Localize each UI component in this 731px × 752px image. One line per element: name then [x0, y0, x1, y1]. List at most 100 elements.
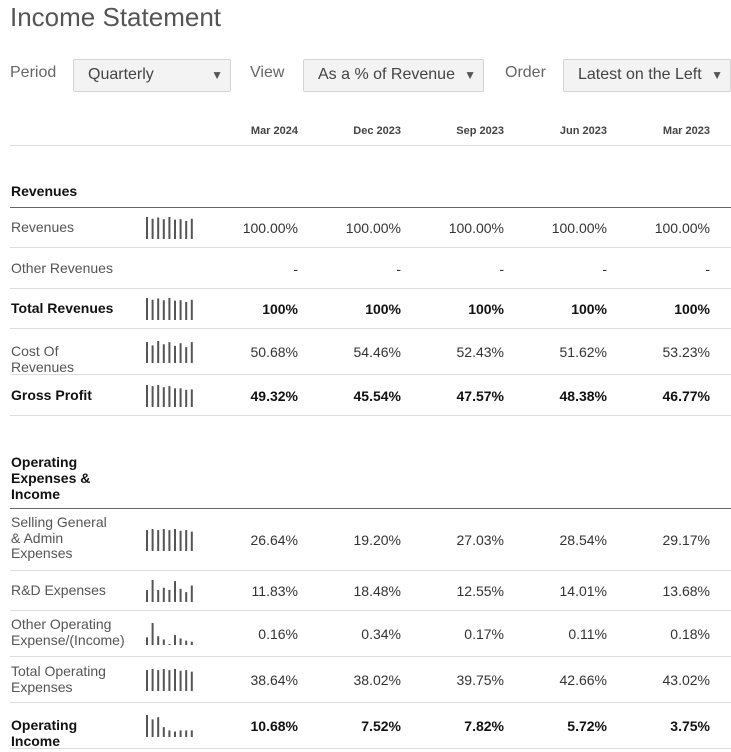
table-cell: 14.01%: [559, 583, 607, 599]
sparkline-bar: [179, 300, 182, 320]
sparkline-bar: [190, 218, 193, 239]
column-header[interactable]: Mar 2023: [662, 125, 710, 137]
table-cell: 43.02%: [662, 672, 710, 688]
table-row-cost-of-revenues: Cost Of Revenues 50.68% 54.46% 52.43% 51.62%…: [10, 329, 731, 375]
column-header[interactable]: Mar 2024: [250, 125, 298, 137]
table-cell: 49.32%: [250, 387, 298, 404]
table-cell: 42.66%: [559, 672, 607, 688]
row-label[interactable]: Total Operating Expenses: [11, 663, 106, 695]
sparkline-chart[interactable]: [146, 217, 196, 239]
sparkline-chart[interactable]: [146, 623, 196, 645]
table-cell: 52.43%: [456, 344, 504, 360]
table-cell: 27.03%: [456, 532, 504, 548]
sparkline-bar: [146, 589, 148, 602]
table-cell: 100%: [365, 301, 401, 317]
sparkline-bar: [157, 670, 160, 691]
order-select[interactable]: Latest on the Left ▼: [563, 59, 731, 92]
sparkline-bar: [157, 217, 160, 239]
table-cell: 13.68%: [662, 583, 710, 599]
sparkline-bar: [168, 530, 171, 551]
column-header[interactable]: Sep 2023: [456, 125, 504, 137]
table-cell: -: [705, 260, 710, 277]
sparkline-bar: [168, 589, 171, 602]
sparkline-bar: [146, 715, 148, 737]
sparkline-bar: [190, 730, 193, 737]
sparkline-bar: [174, 635, 176, 645]
table-cell: 45.54%: [353, 387, 401, 404]
sparkline-bar: [190, 671, 193, 691]
sparkline-bar: [146, 670, 148, 691]
table-cell: 0.34%: [361, 626, 401, 642]
column-header[interactable]: Dec 2023: [353, 125, 401, 137]
table-cell: 28.54%: [559, 532, 607, 548]
sparkline-chart[interactable]: [146, 529, 196, 551]
table-row-gross-profit: Gross Profit 49.32% 45.54% 47.57% 48.38% 46.7…: [10, 375, 731, 416]
sparkline-bar: [174, 387, 176, 407]
sparkline-bar: [174, 669, 176, 691]
sparkline-bar: [151, 719, 154, 737]
sparkline-chart[interactable]: [146, 341, 196, 363]
table-cell: 10.68%: [250, 718, 298, 734]
sparkline-bar: [162, 727, 165, 737]
sparkline-bar: [179, 530, 182, 551]
table-cell: 38.64%: [250, 672, 298, 688]
sparkline-bar: [190, 585, 193, 602]
table-cell: 18.48%: [353, 583, 401, 599]
table-cell: 100.00%: [551, 220, 607, 236]
table-cell: -: [293, 260, 298, 277]
row-label[interactable]: R&D Expenses: [11, 582, 106, 598]
sparkline-chart[interactable]: [146, 580, 196, 602]
view-select-value: As a % of Revenue: [318, 66, 455, 83]
sparkline-bar: [174, 581, 176, 602]
table-cell: 100%: [468, 301, 504, 317]
table-cell: -: [396, 260, 401, 277]
sparkline-bar: [168, 644, 171, 645]
sparkline-bar: [185, 220, 188, 239]
sparkline-bar: [162, 300, 165, 320]
table-cell: 11.83%: [251, 583, 298, 599]
row-label[interactable]: Other Revenues: [11, 259, 113, 276]
sparkline-bar: [168, 385, 171, 407]
view-select[interactable]: As a % of Revenue ▼: [303, 59, 484, 92]
sparkline-bar: [157, 717, 160, 737]
table-cell: 29.17%: [662, 532, 710, 548]
sparkline-bar: [168, 730, 171, 737]
chevron-down-icon: ▼: [711, 68, 723, 82]
chevron-down-icon: ▼: [211, 68, 223, 82]
sparkline-bar: [179, 219, 182, 239]
table-cell: 100.00%: [345, 220, 401, 236]
row-label[interactable]: Cost Of Revenues: [11, 343, 75, 375]
row-label[interactable]: Other Operating Expense/(Income): [11, 616, 125, 648]
row-label[interactable]: Selling General & Admin Expenses: [11, 514, 107, 561]
table-cell: 100.00%: [654, 220, 710, 236]
table-cell: 26.64%: [250, 532, 298, 548]
table-cell: 100.00%: [448, 220, 504, 236]
sparkline-bar: [174, 345, 176, 363]
sparkline-chart[interactable]: [146, 669, 196, 691]
row-label[interactable]: Revenues: [11, 219, 75, 235]
page-title: Income Statement: [10, 2, 221, 32]
row-label[interactable]: Gross Profit: [11, 386, 92, 403]
sparkline-chart[interactable]: [146, 384, 196, 407]
table-cell: 5.72%: [567, 718, 607, 734]
view-label: View: [250, 64, 285, 81]
sparkline-bar: [157, 298, 160, 320]
period-select[interactable]: Quarterly ▼: [73, 59, 231, 92]
sparkline-chart[interactable]: [146, 298, 196, 320]
section-divider: [10, 508, 731, 509]
table-cell: 100%: [571, 301, 607, 317]
sparkline-bar: [168, 217, 171, 239]
sparkline-bar: [151, 669, 154, 691]
table-cell: 39.75%: [456, 672, 504, 688]
row-label[interactable]: Total Revenues: [11, 300, 114, 316]
table-cell: 46.77%: [662, 387, 710, 404]
sparkline-bar: [162, 386, 165, 407]
table-cell: 48.38%: [559, 387, 607, 404]
sparkline-bar: [190, 531, 193, 551]
order-select-value: Latest on the Left: [578, 66, 702, 83]
sparkline-chart[interactable]: [146, 715, 196, 737]
column-header[interactable]: Jun 2023: [559, 125, 607, 137]
row-label[interactable]: Operating Income: [11, 717, 78, 749]
sparkline-bar: [185, 301, 188, 320]
table-cell: 0.18%: [670, 626, 710, 642]
